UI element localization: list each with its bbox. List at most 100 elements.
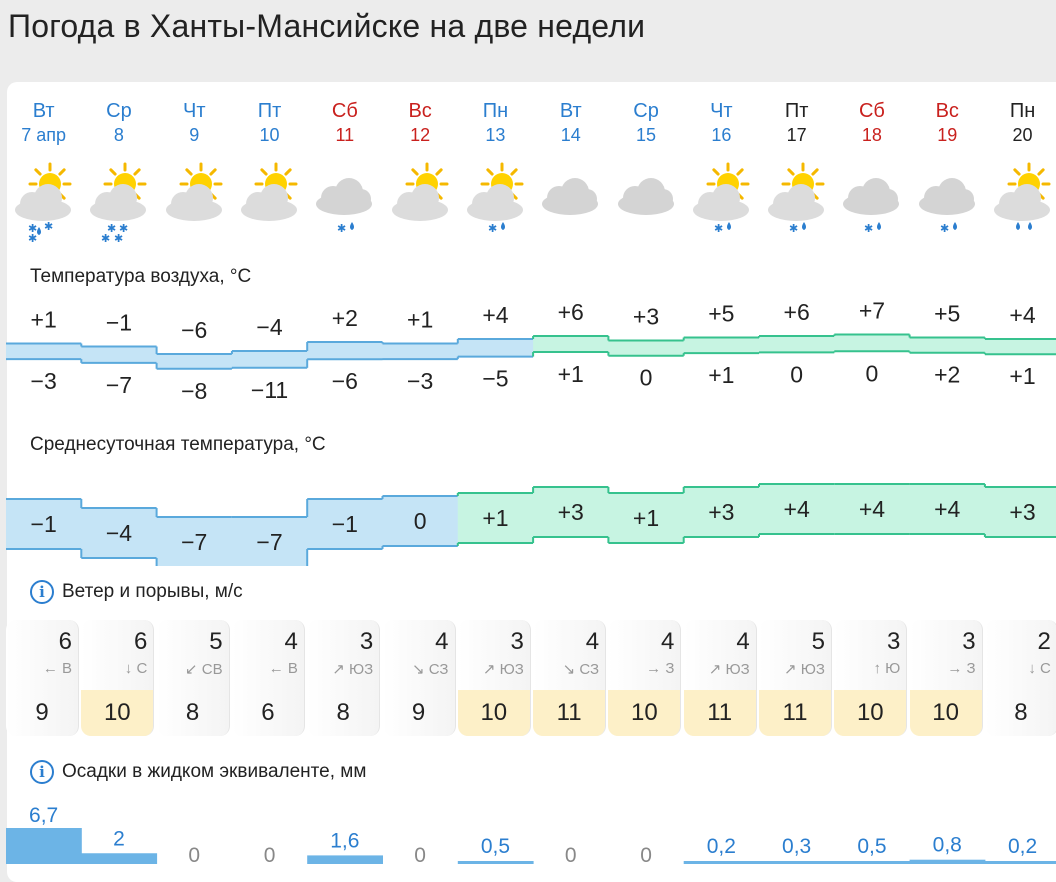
day-date: 14	[560, 125, 581, 145]
svg-text:✱: ✱	[101, 232, 110, 245]
partly-cloudy-snow-rain-icon: ✱ ✱ ✱	[6, 162, 81, 246]
temp-max-label: +1	[407, 307, 433, 333]
day-column-header[interactable]: Вс 12	[383, 98, 458, 146]
temp-max-label: +3	[633, 304, 659, 330]
day-column-header[interactable]: Чт 16	[684, 98, 759, 146]
day-column-header[interactable]: Вт 14	[533, 98, 608, 146]
avg-temp-bar	[683, 487, 760, 537]
cloudy-icon	[609, 162, 684, 246]
precip-label: 6,7	[29, 804, 58, 827]
avg-temp-bar	[909, 484, 986, 534]
day-column-header[interactable]: Ср 8	[81, 98, 156, 146]
precip-label: 0,2	[707, 835, 736, 858]
wind-gust: 10	[834, 690, 907, 736]
temp-range-bar	[608, 340, 685, 356]
wind-direction: ↓ С	[1028, 660, 1051, 677]
avg-temp-label: −7	[256, 529, 282, 555]
day-column-header[interactable]: Вт 7 апр	[6, 98, 81, 146]
day-column-header[interactable]: Чт 9	[157, 98, 232, 146]
svg-text:✱: ✱	[28, 232, 37, 245]
temp-range-bar	[81, 346, 158, 363]
svg-text:✱: ✱	[44, 220, 53, 233]
day-date: 20	[1012, 125, 1033, 145]
info-icon[interactable]: i	[30, 580, 54, 604]
wind-direction: ↘ СЗ	[562, 661, 600, 678]
partly-cloudy-icon	[157, 162, 232, 246]
wind-speed: 5	[811, 628, 825, 655]
wind-direction: ← В	[42, 660, 72, 677]
svg-text:✱: ✱	[28, 222, 37, 235]
avg-temp-label: 0	[414, 508, 427, 534]
info-icon[interactable]: i	[30, 760, 54, 784]
wind-gust: 8	[185, 699, 200, 726]
wind-speed: 4	[585, 628, 600, 655]
temp-range-bar	[382, 343, 459, 360]
day-column-header[interactable]: Пт 17	[759, 98, 834, 146]
wind-column: 4 → З 10	[608, 620, 682, 736]
partly-cloudy-snow-rain-icon: ✱	[759, 162, 834, 246]
precip-label: 2	[113, 827, 125, 850]
wind-column: 2 ↓ С 8	[984, 620, 1056, 736]
partly-cloudy-snow-rain-icon: ✱	[458, 162, 533, 246]
wind-speed: 4	[284, 628, 298, 655]
precip-label: 0,3	[782, 835, 811, 858]
svg-text:✱: ✱	[789, 222, 798, 235]
precip-bar	[834, 861, 911, 864]
temp-range-bar	[6, 343, 82, 360]
partly-cloudy-icon	[232, 162, 307, 246]
precip-label: 0,8	[933, 834, 962, 857]
temp-min-label: −7	[106, 372, 132, 398]
wind-speed: 4	[736, 628, 750, 655]
wind-direction: → З	[646, 660, 675, 677]
precip-label: 0	[188, 844, 200, 864]
day-date: 7 апр	[21, 125, 67, 145]
day-name: Вс	[935, 100, 959, 122]
precip-label: 1,6	[330, 829, 359, 852]
wind-gust: 10	[608, 690, 681, 736]
wind-column: 4 ← В 6	[231, 620, 305, 736]
day-date: 11	[335, 125, 355, 145]
wind-column: 4 ↗ ЮЗ 11	[683, 620, 757, 736]
svg-text:✱: ✱	[940, 222, 949, 235]
day-column-header[interactable]: Ср 15	[609, 98, 684, 146]
precip-label-wrap: i Осадки в жидком эквиваленте, мм	[30, 760, 366, 784]
wind-gust: 11	[533, 690, 606, 736]
day-column-header[interactable]: Сб 11	[307, 98, 382, 146]
svg-text:✱: ✱	[114, 232, 123, 245]
day-date: 9	[189, 125, 200, 145]
day-column-header[interactable]: Пн 13	[458, 98, 533, 146]
wind-speed: 3	[359, 628, 374, 655]
precip-bar	[81, 853, 158, 864]
avg-temp-bar	[6, 499, 82, 549]
day-column-header[interactable]: Пт 10	[232, 98, 307, 146]
avg-temp-label: +1	[482, 505, 508, 531]
day-column-header[interactable]: Пн 20	[985, 98, 1056, 146]
avg-temp-label: −4	[106, 520, 132, 546]
avg-temp-bar	[156, 517, 233, 566]
partly-cloudy-snow-icon: ✱ ✱ ✱ ✱	[81, 162, 156, 246]
precip-bar	[6, 828, 82, 864]
avg-temp-label: +1	[633, 505, 659, 531]
avg-temp-label: +3	[558, 499, 584, 525]
avg-temp-label: +3	[708, 499, 734, 525]
weather-icon-row: ✱ ✱ ✱ ✱ ✱ ✱ ✱ ✱ ✱ ✱ ✱ ✱ ✱	[0, 162, 1056, 246]
precip-label: 0	[640, 844, 652, 864]
wind-speed: 2	[1037, 628, 1051, 655]
avg-temp-bar	[81, 508, 158, 558]
temp-range-bar	[984, 339, 1056, 355]
wind-gust: 11	[683, 690, 756, 736]
wind-speed: 3	[962, 628, 976, 655]
cloudy-snow-rain-icon: ✱	[910, 162, 985, 246]
temp-range-bar	[457, 339, 534, 357]
wind-row: 6 ← В 9 6 ↓ С 10 5 ↙ СВ 8 4 ← В 6 3 ↗ ЮЗ 8 4 ↘ СЗ 9 3 ↗ ЮЗ 1…	[0, 620, 1056, 738]
day-date: 15	[636, 125, 657, 145]
wind-gust: 6	[261, 699, 275, 726]
day-column-header[interactable]: Вс 19	[910, 98, 985, 146]
wind-column: 3 → З 10	[909, 620, 983, 736]
avg-temp-label: +4	[934, 496, 960, 522]
avg-temp-bar	[231, 517, 308, 566]
day-column-header[interactable]: Сб 18	[834, 98, 909, 146]
wind-speed: 5	[209, 628, 223, 655]
wind-direction: ↗ ЮЗ	[708, 661, 750, 678]
wind-column: 3 ↗ ЮЗ 10	[457, 620, 531, 736]
